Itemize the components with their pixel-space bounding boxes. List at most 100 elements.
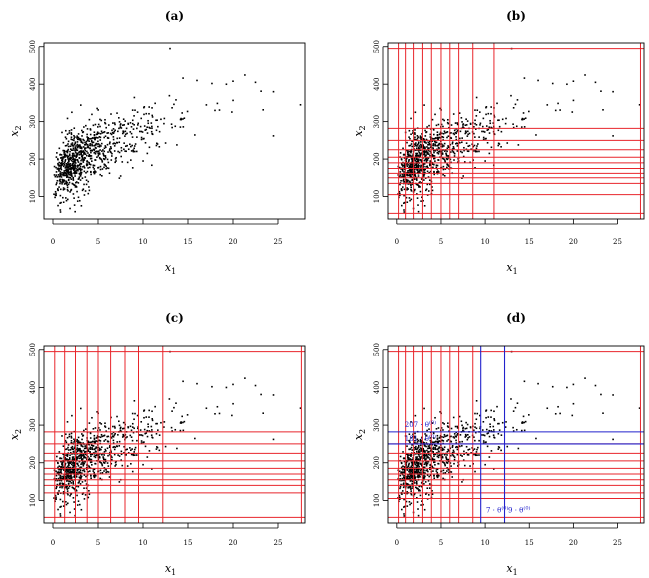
- data-point: [70, 478, 72, 480]
- data-point: [498, 446, 501, 449]
- data-point: [457, 432, 459, 435]
- data-point: [87, 458, 90, 461]
- data-point: [432, 446, 435, 449]
- data-point: [143, 416, 145, 419]
- data-point: [482, 130, 485, 133]
- data-point: [119, 427, 122, 430]
- data-point: [462, 123, 465, 125]
- data-point: [81, 493, 84, 495]
- data-point: [441, 152, 444, 154]
- data-point: [182, 126, 185, 128]
- data-point: [81, 177, 84, 179]
- data-point: [77, 500, 80, 502]
- data-point: [524, 420, 527, 423]
- data-point: [453, 433, 456, 435]
- data-point: [116, 441, 119, 443]
- data-point: [69, 148, 72, 150]
- data-point: [76, 152, 79, 155]
- data-point: [66, 502, 69, 505]
- data-point: [468, 436, 471, 438]
- data-point: [148, 126, 150, 129]
- data-point: [96, 411, 98, 413]
- data-point: [471, 447, 473, 449]
- data-point: [59, 457, 61, 460]
- data-point: [497, 119, 499, 122]
- data-point: [58, 479, 60, 482]
- data-point: [443, 433, 446, 436]
- data-point: [416, 487, 419, 490]
- data-point: [84, 149, 87, 152]
- data-point: [62, 179, 65, 182]
- data-point: [528, 110, 530, 113]
- data-point: [432, 470, 434, 472]
- data-point: [86, 447, 89, 450]
- data-point: [70, 474, 72, 477]
- data-point: [85, 142, 88, 145]
- data-point: [400, 492, 403, 495]
- panel-title: (b): [506, 9, 526, 23]
- data-point: [417, 155, 420, 157]
- y-tick-label: 500: [29, 343, 37, 356]
- data-point: [512, 430, 515, 432]
- data-point: [433, 461, 435, 464]
- data-point: [133, 96, 136, 99]
- data-point: [75, 475, 78, 478]
- data-point: [91, 446, 93, 449]
- data-point: [424, 171, 426, 174]
- data-point: [55, 174, 58, 176]
- data-point: [443, 453, 446, 456]
- data-point: [447, 458, 450, 461]
- data-point: [60, 479, 63, 482]
- data-point: [431, 443, 434, 446]
- data-point: [66, 448, 68, 450]
- data-point: [69, 168, 71, 170]
- data-point: [505, 421, 507, 423]
- data-point: [407, 183, 409, 185]
- data-point: [406, 453, 408, 455]
- data-point: [447, 135, 450, 138]
- data-point: [173, 406, 175, 409]
- data-point: [441, 439, 444, 442]
- data-point: [148, 430, 150, 432]
- data-point: [106, 158, 109, 161]
- data-point: [71, 456, 74, 458]
- data-point: [492, 434, 495, 437]
- data-point: [63, 149, 66, 152]
- data-point: [71, 182, 74, 185]
- data-point: [437, 123, 440, 126]
- data-point: [82, 442, 84, 444]
- data-point: [72, 462, 74, 464]
- data-point: [459, 454, 462, 456]
- data-point: [445, 157, 448, 160]
- data-point: [420, 159, 422, 162]
- data-point: [418, 455, 421, 458]
- count-annotation: 9 · θ(0): [508, 504, 530, 514]
- data-point: [232, 383, 234, 386]
- data-point: [76, 190, 78, 193]
- data-point: [474, 122, 476, 125]
- data-point: [100, 142, 103, 145]
- data-point: [427, 148, 429, 150]
- data-point: [475, 96, 478, 99]
- data-point: [78, 176, 81, 179]
- data-point: [84, 457, 87, 459]
- data-point: [432, 431, 435, 434]
- data-point: [420, 182, 423, 184]
- data-point: [406, 149, 408, 152]
- data-point: [164, 142, 167, 144]
- data-point: [87, 155, 90, 157]
- x-tick-label: 5: [96, 238, 100, 246]
- data-point: [65, 441, 68, 444]
- data-point: [465, 142, 468, 144]
- data-point: [434, 464, 436, 466]
- data-point: [96, 156, 98, 158]
- data-point: [125, 150, 127, 153]
- data-point: [86, 138, 89, 140]
- data-point: [78, 447, 80, 450]
- data-point: [407, 188, 409, 190]
- data-point: [113, 145, 116, 147]
- data-point: [89, 143, 92, 145]
- data-point: [584, 74, 586, 76]
- data-point: [418, 151, 421, 154]
